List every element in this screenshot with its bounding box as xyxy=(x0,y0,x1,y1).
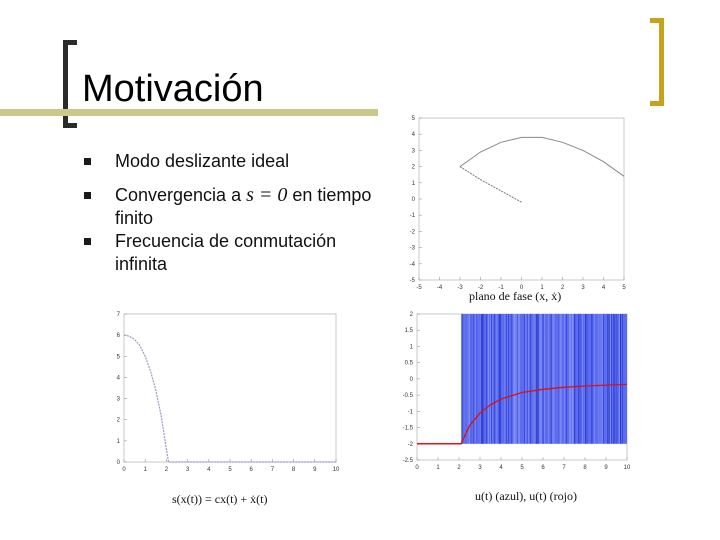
x-tick-label: 5 xyxy=(228,467,232,473)
y-tick-label: 0 xyxy=(117,460,121,466)
control-signal-chart: 0 1 2 3 4 5 6 7 8 9 10 2 1.5 1 0.5 0 -0.5 -1 -1.5 -2 -2.5 xyxy=(403,312,631,471)
y-tick-label: -2 xyxy=(408,442,414,448)
x-tick-label: 2 xyxy=(457,465,461,471)
x-tick-label: 8 xyxy=(292,467,296,473)
x-tick-label: 0 xyxy=(520,285,524,291)
y-tick-label: -2.5 xyxy=(403,458,414,464)
right-bracket xyxy=(650,18,664,106)
x-tick-label: 3 xyxy=(478,465,482,471)
y-tick-label: -4 xyxy=(410,262,416,268)
bullet-text: Frecuencia de conmutación infinita xyxy=(115,231,337,274)
y-tick-label: -5 xyxy=(410,278,416,284)
y-tick-label: 4 xyxy=(117,375,121,381)
x-tick-label: 0 xyxy=(122,467,126,473)
y-tick-label: 0 xyxy=(412,197,416,203)
x-tick-label: 1 xyxy=(436,465,440,471)
x-tick-label: 2 xyxy=(165,467,169,473)
x-tick-label: -1 xyxy=(498,285,504,291)
x-tick-label: 4 xyxy=(602,285,606,291)
y-tick-label: 7 xyxy=(117,312,121,318)
y-tick-label: -1 xyxy=(410,213,416,219)
plot-frame xyxy=(123,313,337,463)
bullet-math: s = 0 xyxy=(246,184,288,206)
x-tick-label: 8 xyxy=(583,465,587,471)
x-tick-label: 5 xyxy=(520,465,524,471)
x-tick-label: 1 xyxy=(540,285,544,291)
control-caption: u(t) (azul), u(t) (rojo) xyxy=(475,489,577,503)
y-tick-label: 1 xyxy=(117,439,121,445)
bullet-text: Convergencia a xyxy=(115,185,247,205)
x-tick-label: 6 xyxy=(250,467,254,473)
x-tick-label: 3 xyxy=(186,467,190,473)
x-tick-label: 0 xyxy=(415,465,419,471)
y-tick-label: 0 xyxy=(410,377,414,383)
x-tick-label: 4 xyxy=(499,465,503,471)
y-tick-label: -3 xyxy=(410,246,416,252)
x-tick-label: 1 xyxy=(144,467,148,473)
phase-plane-chart: -5 -4 -3 -2 -1 0 1 2 3 4 5 5 4 3 2 1 0 -1 -2 -3 -4 -5 xyxy=(410,116,627,291)
y-tick-label: 1.5 xyxy=(405,328,414,334)
y-tick-label: 4 xyxy=(412,132,416,138)
x-tick-label: 5 xyxy=(622,285,626,291)
left-bracket xyxy=(63,40,77,128)
square-bullet-icon xyxy=(84,158,91,165)
x-tick-label: 9 xyxy=(604,465,608,471)
y-tick-label: -1 xyxy=(408,409,414,415)
x-tick-label: -2 xyxy=(478,285,484,291)
x-tick-label: 6 xyxy=(541,465,545,471)
y-tick-label: 1 xyxy=(410,344,414,350)
y-tick-label: -1.5 xyxy=(403,426,414,432)
sliding-caption: s(x(t)) = cx(t) + ẋ(t) xyxy=(172,492,268,506)
x-tick-label: -3 xyxy=(457,285,463,291)
x-tick-label: 10 xyxy=(333,467,340,473)
series-line xyxy=(417,383,628,445)
series-line xyxy=(459,166,522,203)
y-tick-label: 5 xyxy=(412,116,416,122)
x-tick-label: 10 xyxy=(624,465,631,471)
y-tick-label: 2 xyxy=(117,418,121,424)
x-tick-label: 2 xyxy=(561,285,565,291)
slide-title: Motivación xyxy=(82,68,264,110)
series-line xyxy=(123,334,336,463)
phase-caption: plano de fase (x, ẋ) xyxy=(469,289,562,303)
y-tick-label: -2 xyxy=(410,229,416,235)
y-tick-label: 6 xyxy=(117,333,121,339)
bullet-item: Frecuencia de conmutación infinita xyxy=(78,230,378,276)
title-underline-bar xyxy=(0,109,378,116)
y-tick-label: 5 xyxy=(117,354,121,360)
x-tick-label: 7 xyxy=(271,467,275,473)
x-tick-label: 3 xyxy=(581,285,585,291)
plot-frame xyxy=(418,117,625,281)
bullet-list: Modo deslizante ideal Convergencia a s =… xyxy=(78,150,378,287)
y-tick-label: 1 xyxy=(412,181,416,187)
y-tick-label: 2 xyxy=(412,165,416,171)
square-bullet-icon xyxy=(84,238,91,245)
x-tick-label: -4 xyxy=(437,285,443,291)
switching-lines xyxy=(461,314,623,444)
bullet-item: Modo deslizante ideal xyxy=(78,150,378,173)
series-line xyxy=(459,136,625,177)
x-tick-label: 4 xyxy=(207,467,211,473)
y-tick-label: -0.5 xyxy=(403,393,414,399)
bullet-text: Modo deslizante ideal xyxy=(115,151,290,171)
y-tick-label: 3 xyxy=(117,397,121,403)
bullet-text: en tiempo finito xyxy=(115,185,372,228)
y-tick-label: 3 xyxy=(412,148,416,154)
x-tick-label: 9 xyxy=(313,467,317,473)
x-tick-label: -5 xyxy=(416,285,422,291)
y-tick-label: 0.5 xyxy=(405,361,414,367)
x-tick-label: 7 xyxy=(562,465,566,471)
bullet-item: Convergencia a s = 0 en tiempo finito xyxy=(78,184,378,230)
y-tick-label: 2 xyxy=(410,312,414,318)
square-bullet-icon xyxy=(84,192,91,199)
